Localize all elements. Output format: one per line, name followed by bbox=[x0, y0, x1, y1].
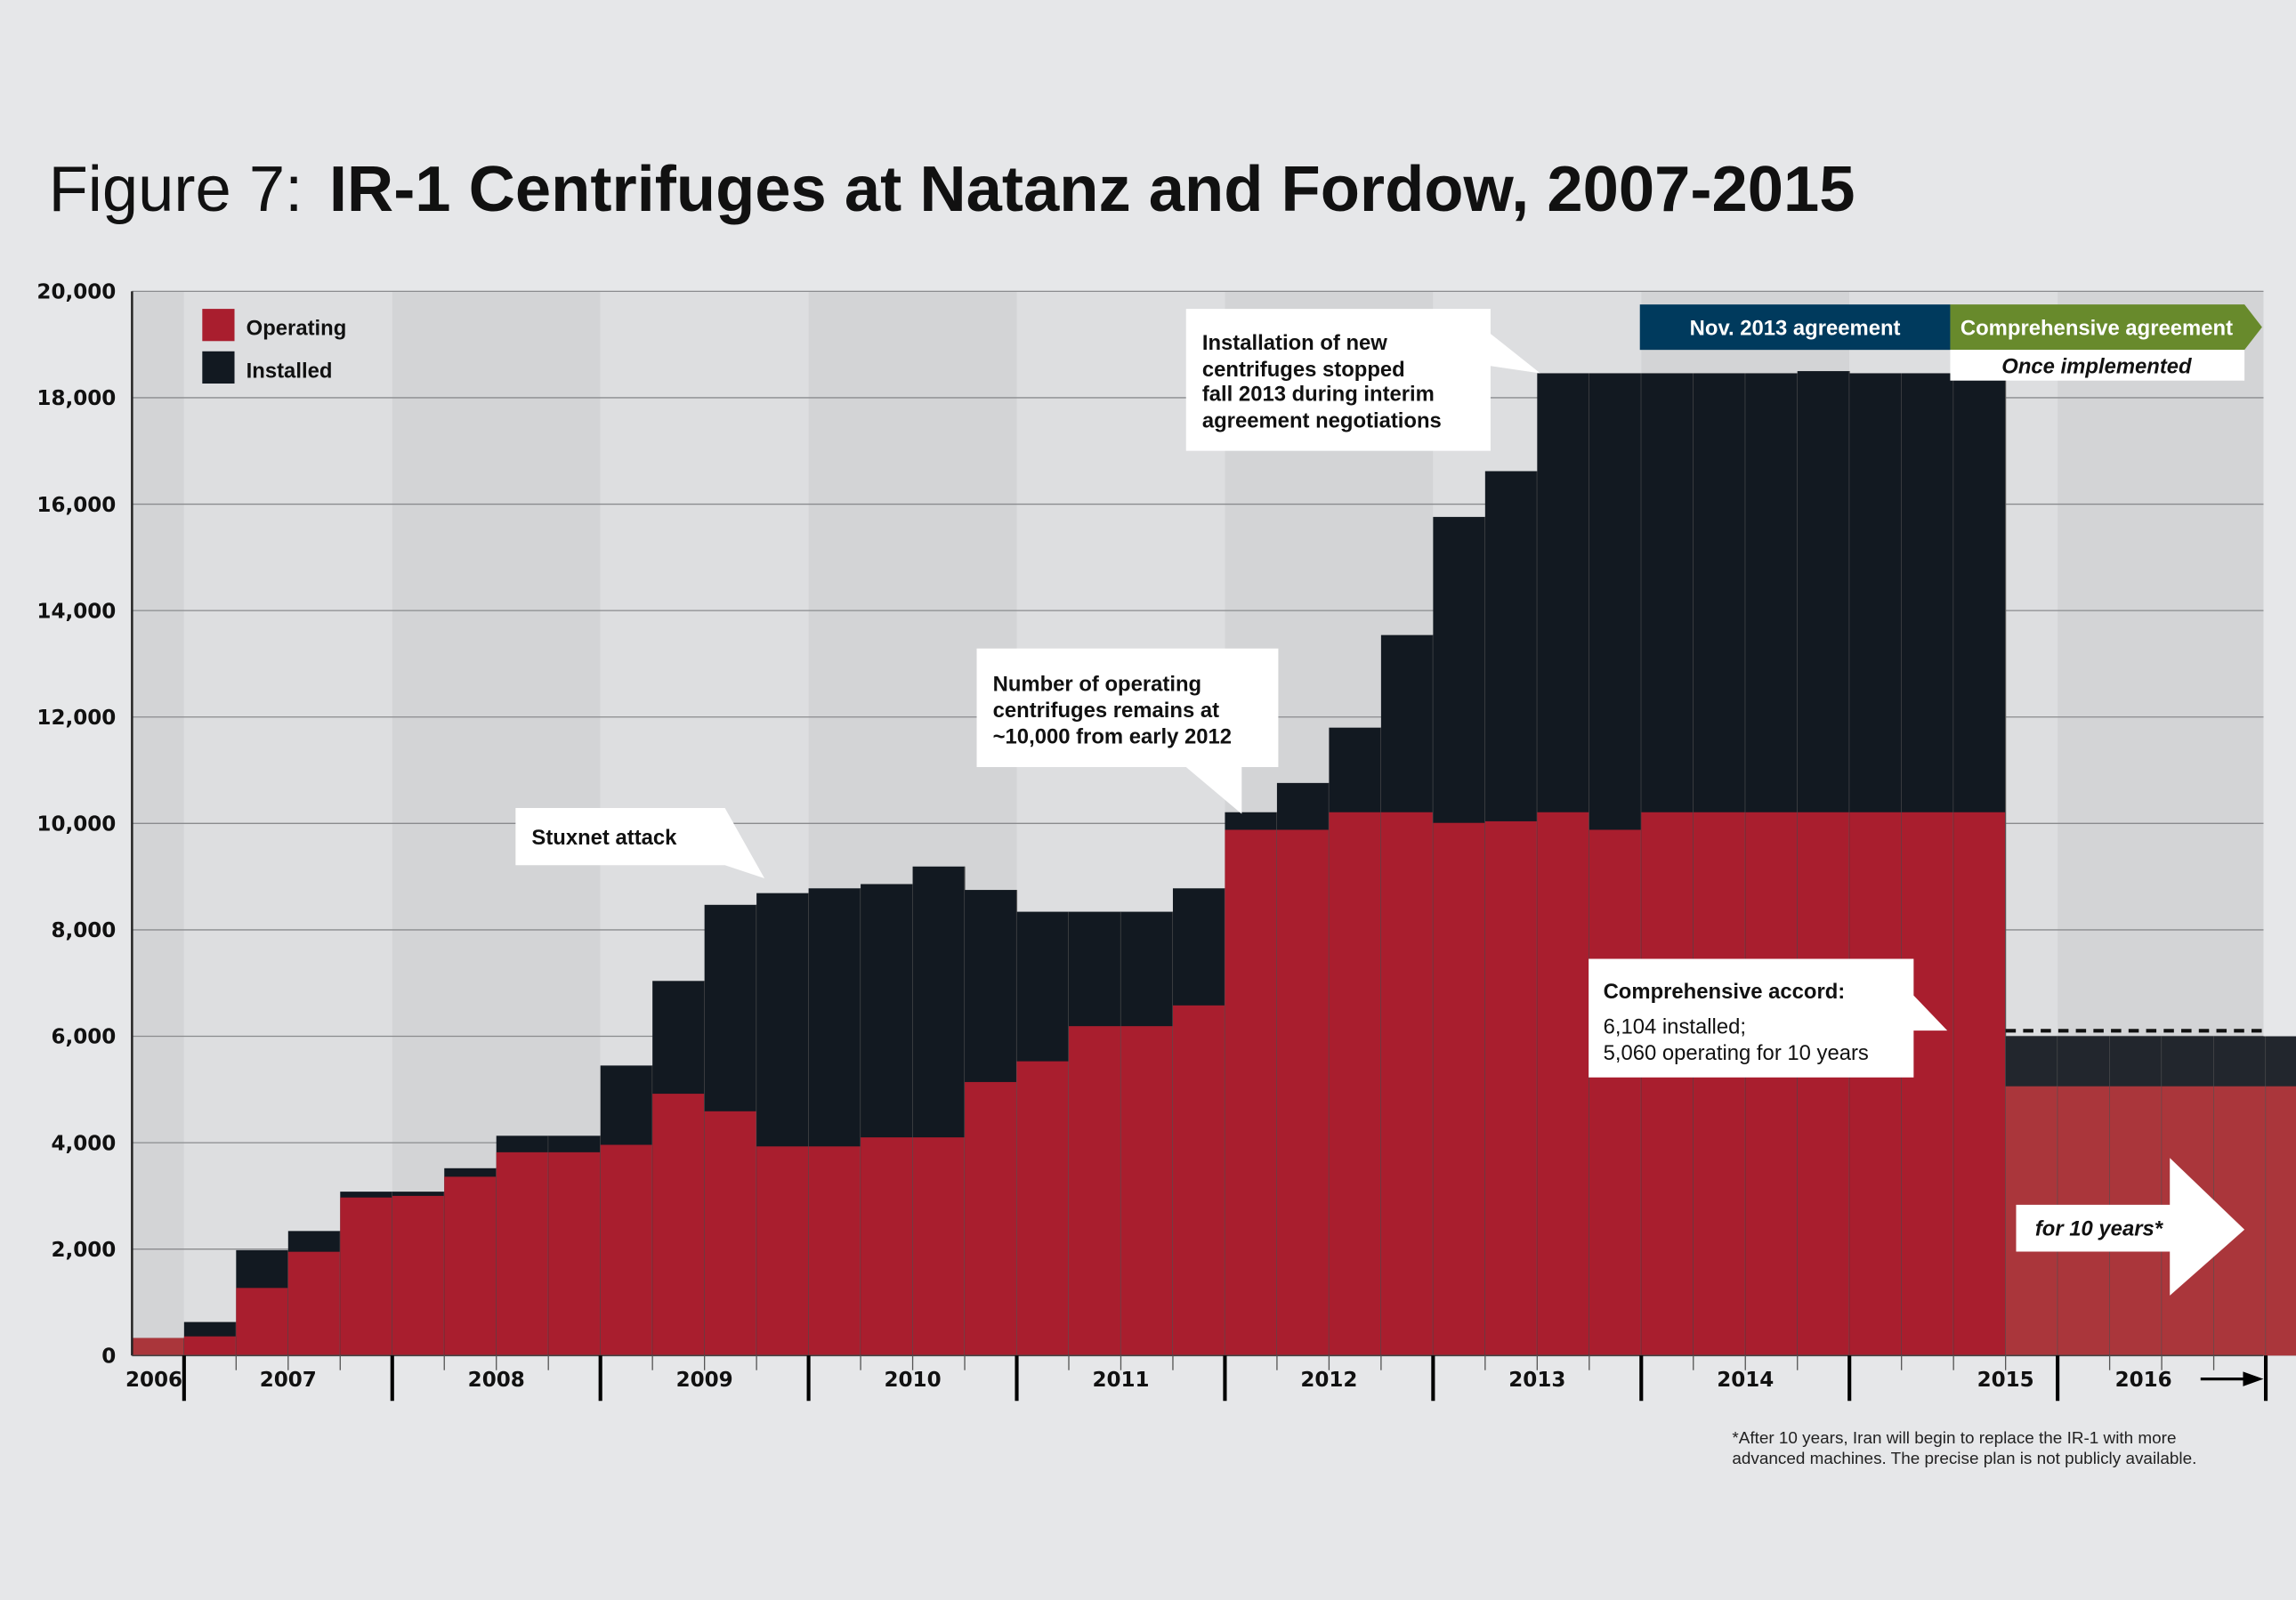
y-tick-label: 18,000 bbox=[36, 387, 116, 410]
title-prefix: Figure 7: bbox=[49, 153, 303, 225]
x-tick-label: 2012 bbox=[1300, 1369, 1357, 1392]
footnote-line-2: advanced machines. The precise plan is n… bbox=[1732, 1450, 2196, 1468]
nov-2013-agreement-banner bbox=[1639, 304, 1951, 351]
bar-operating bbox=[1537, 812, 1589, 1356]
bar-operating bbox=[1172, 1005, 1225, 1356]
y-tick-label: 2,000 bbox=[51, 1239, 116, 1262]
bar-operating bbox=[1433, 822, 1485, 1356]
x-tick-label: 2010 bbox=[885, 1369, 942, 1392]
bar-operating bbox=[340, 1197, 392, 1356]
legend-swatch-operating bbox=[202, 309, 235, 342]
y-tick-label: 12,000 bbox=[36, 707, 116, 730]
bar-operating bbox=[1641, 812, 1694, 1356]
footnote: *After 10 years, Iran will begin to repl… bbox=[1732, 1429, 2196, 1468]
bar-operating bbox=[1589, 829, 1642, 1356]
arrow-right-icon bbox=[2016, 1158, 2245, 1296]
bar-operating bbox=[1276, 829, 1330, 1356]
bar-operating bbox=[1745, 812, 1798, 1356]
bar-operating bbox=[1693, 812, 1746, 1356]
bar-operating bbox=[1849, 812, 1902, 1356]
callout-stuxnet-text: Stuxnet attack bbox=[531, 826, 677, 850]
y-tick-label: 6,000 bbox=[51, 1026, 116, 1049]
callout-installation-stopped-text: Installation of new centrifuges stopped … bbox=[1202, 331, 1442, 432]
accord-title: Comprehensive accord: bbox=[1604, 980, 1846, 1004]
bars bbox=[132, 371, 2296, 1356]
x-tick-label: 2016 bbox=[2115, 1369, 2172, 1392]
bar-operating bbox=[496, 1152, 549, 1356]
callout-installation-stopped: Installation of new centrifuges stopped … bbox=[1185, 309, 1540, 451]
accord-line-installed: 6,104 installed; bbox=[1604, 1014, 1746, 1038]
bar-operating bbox=[1901, 812, 1954, 1356]
bar-operating bbox=[1797, 812, 1850, 1356]
title-main: IR-1 Centrifuges at Natanz and Fordow, 2… bbox=[329, 153, 1855, 225]
y-tick-label: 10,000 bbox=[36, 813, 116, 836]
bar-operating bbox=[1225, 829, 1277, 1356]
bar-operating bbox=[1329, 812, 1381, 1356]
bar-operating bbox=[756, 1146, 809, 1356]
x-tick-label: 2008 bbox=[468, 1369, 525, 1392]
x-tick-label: 2011 bbox=[1092, 1369, 1149, 1392]
bar-operating bbox=[183, 1336, 237, 1356]
bar-operating bbox=[861, 1137, 913, 1356]
chart-title: Figure 7: IR-1 Centrifuges at Natanz and … bbox=[49, 153, 1855, 225]
comprehensive-agreement-label: Comprehensive agreement bbox=[1960, 317, 2233, 341]
legend-label-installed: Installed bbox=[247, 359, 333, 383]
once-implemented-label: Once implemented bbox=[2001, 354, 2192, 378]
ten-years-arrow: for 10 years* bbox=[2016, 1158, 2245, 1296]
bar-operating bbox=[548, 1152, 601, 1356]
arrow-right-icon bbox=[2243, 1371, 2264, 1386]
bar-operating bbox=[132, 1337, 184, 1356]
nov-2013-agreement-label: Nov. 2013 agreement bbox=[1690, 317, 1901, 341]
bar-operating bbox=[1016, 1061, 1070, 1356]
x-tick-label: 2007 bbox=[260, 1369, 317, 1392]
ten-years-label: for 10 years* bbox=[2035, 1216, 2164, 1240]
bar-operating bbox=[1380, 812, 1434, 1356]
once-implemented-box bbox=[1950, 350, 2245, 381]
bar-operating bbox=[808, 1146, 861, 1356]
bar-operating bbox=[1953, 812, 2006, 1356]
x-tick-label: 2009 bbox=[676, 1369, 733, 1392]
y-tick-label: 4,000 bbox=[51, 1132, 116, 1155]
callout-comprehensive-accord: Comprehensive accord: 6,104 installed; 5… bbox=[1589, 958, 1948, 1078]
y-tick-label: 16,000 bbox=[36, 494, 116, 517]
comprehensive-agreement-banner bbox=[1950, 304, 2262, 351]
y-tick-label: 0 bbox=[101, 1345, 116, 1369]
y-tick-label: 20,000 bbox=[36, 281, 116, 304]
bar-operating bbox=[287, 1251, 341, 1356]
legend-label-operating: Operating bbox=[247, 317, 347, 341]
bar-operating bbox=[392, 1195, 445, 1356]
bar-operating bbox=[912, 1137, 966, 1356]
callout-operating-plateau-text: Number of operating centrifuges remains … bbox=[993, 672, 1232, 748]
accord-line-operating: 5,060 operating for 10 years bbox=[1604, 1041, 1869, 1065]
bar-operating bbox=[1069, 1026, 1121, 1356]
x-tick-label: 2015 bbox=[1977, 1369, 2034, 1392]
bar-operating-projected bbox=[2266, 1086, 2296, 1356]
legend: Operating Installed bbox=[202, 309, 346, 384]
bar-operating bbox=[965, 1081, 1017, 1356]
x-tick-label: 2013 bbox=[1508, 1369, 1565, 1392]
legend-swatch-installed bbox=[202, 351, 235, 384]
bar-operating bbox=[444, 1176, 497, 1356]
bar-operating bbox=[236, 1288, 288, 1356]
footnote-line-1: *After 10 years, Iran will begin to repl… bbox=[1732, 1429, 2176, 1448]
bar-operating bbox=[1484, 820, 1538, 1356]
bar-operating bbox=[600, 1144, 653, 1356]
y-tick-label: 14,000 bbox=[36, 600, 116, 623]
x-tick-label: 2006 bbox=[125, 1369, 182, 1392]
callout-operating-plateau: Number of operating centrifuges remains … bbox=[976, 648, 1279, 814]
x-tick-label: 2014 bbox=[1717, 1369, 1774, 1392]
axes: 0 2,000 4,000 6,000 8,000 10,000 12,000 14,000 1… bbox=[36, 281, 2268, 1402]
y-tick-label: 8,000 bbox=[51, 919, 116, 942]
callout-stuxnet: Stuxnet attack bbox=[515, 808, 765, 879]
bar-operating bbox=[704, 1111, 757, 1356]
bar-operating bbox=[652, 1094, 705, 1356]
bar-operating bbox=[1120, 1026, 1173, 1356]
